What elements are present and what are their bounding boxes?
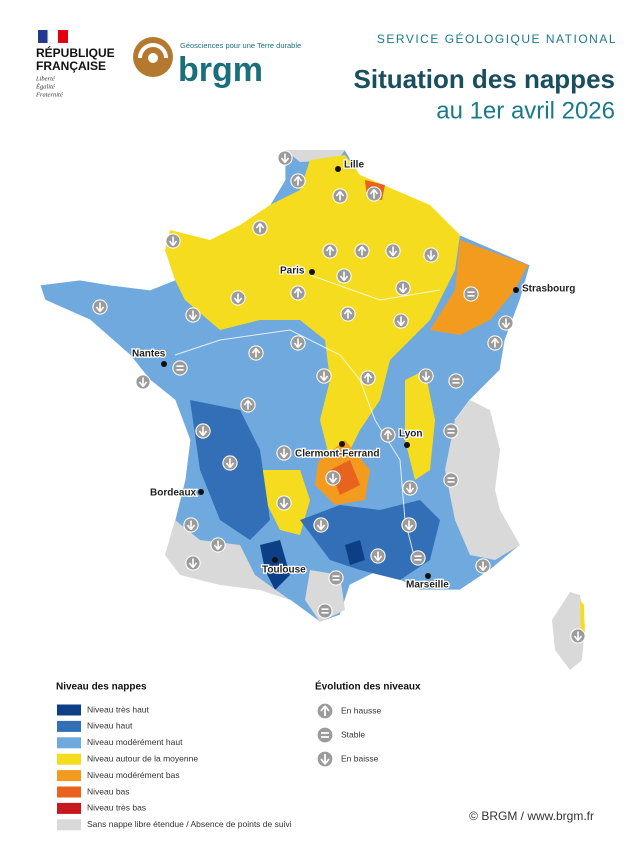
header: RÉPUBLIQUE FRANÇAISE Liberté Égalité Fra… [35,29,617,124]
legend-label: Niveau autour de la moyenne [87,753,198,763]
city-label: Toulouse [262,565,306,576]
legend-label: Niveau modérément haut [87,737,183,747]
map: Lille Paris Strasbourg Nantes Lyon Clerm… [39,149,586,670]
very-high [260,540,290,590]
legend-swatch [57,737,81,749]
legend-label: Niveau bas [87,786,130,796]
city-label: Lille [344,160,364,171]
flag-white [47,29,59,44]
flag-blue [38,30,48,43]
orange-dark [330,460,360,495]
cities: Lille Paris Strasbourg Nantes Lyon Clerm… [131,158,577,592]
republic: FRANÇAISE [36,59,106,73]
flag-red [58,30,68,43]
legend-title: Niveau des nappes [56,682,147,693]
legend-swatch [57,753,81,765]
legend-label: Niveau haut [87,721,133,731]
city-label: Strasbourg [522,284,575,295]
legend-swatch [57,802,81,814]
brgm-tagline: Géosciences pour une Terre durable [180,41,301,50]
legend-evolution: Évolution des niveaux En hausse Stable E… [315,680,421,768]
service: SERVICE GÉOLOGIQUE NATIONAL [377,31,617,46]
legend-title: Évolution des niveaux [315,680,421,693]
city-label: Paris [280,266,305,277]
brgm-name: brgm [178,51,263,89]
motto: Liberté [35,75,56,82]
motto: Fraternité [35,91,64,98]
title: Situation des nappes [354,64,616,94]
legend-label: Niveau très haut [87,704,150,714]
city-label: Lyon [399,429,423,440]
city-label: Bordeaux [150,488,197,499]
grey-alps [445,400,520,560]
city-label: Marseille [406,580,449,591]
legend-label: En baisse [341,753,379,763]
orange-east [430,240,528,335]
legend-label: Niveau très bas [87,803,146,813]
legend-label: En hausse [341,705,381,715]
legend-label: Stable [341,729,365,739]
grey-pyrenees [165,520,290,600]
legend-label: Niveau modérément bas [87,770,180,780]
legend-swatch [57,770,81,782]
copyright: © BRGM / www.brgm.fr [469,809,594,823]
very-high [345,540,365,565]
legend-swatch [57,720,81,732]
legend-swatch [57,786,81,798]
city-label: Clermont-Ferrand [295,449,379,460]
yellow-rhone [405,370,435,480]
yellow-center [165,155,460,460]
corsica [552,592,585,670]
legend-swatch [57,704,81,716]
subtitle: au 1er avril 2026 [436,97,615,124]
legend-levels: Niveau des nappes Niveau très haut Niveau… [56,682,292,831]
legend-label: Sans nappe libre étendue / Absence de po… [87,819,292,829]
legend-swatch [57,819,81,831]
motto: Égalité [35,82,56,90]
republic: RÉPUBLIQUE [36,45,115,60]
city-label: Nantes [132,349,166,360]
